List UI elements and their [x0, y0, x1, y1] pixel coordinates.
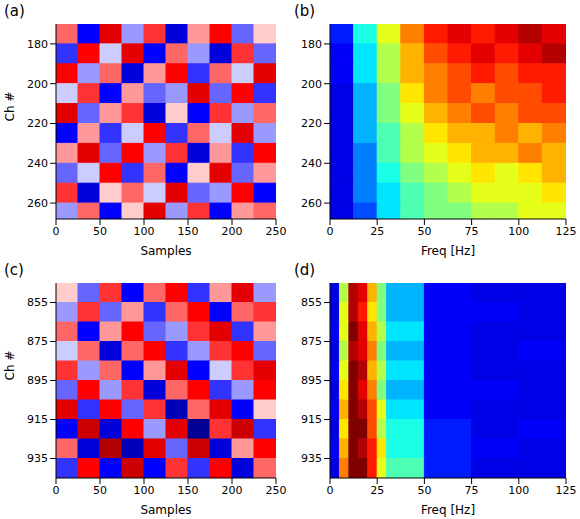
- svg-text:150: 150: [178, 484, 199, 497]
- svg-text:935: 935: [301, 452, 322, 465]
- svg-text:25: 25: [370, 225, 384, 238]
- svg-text:100: 100: [508, 484, 529, 497]
- svg-text:Ch #: Ch #: [3, 351, 17, 381]
- svg-text:75: 75: [465, 484, 479, 497]
- svg-text:875: 875: [27, 335, 48, 348]
- svg-text:50: 50: [417, 225, 431, 238]
- svg-text:Samples: Samples: [140, 503, 191, 517]
- svg-text:180: 180: [27, 38, 48, 51]
- svg-text:915: 915: [27, 413, 48, 426]
- svg-text:875: 875: [301, 335, 322, 348]
- svg-text:0: 0: [327, 225, 334, 238]
- svg-text:50: 50: [93, 484, 107, 497]
- svg-text:50: 50: [93, 225, 107, 238]
- svg-text:100: 100: [508, 225, 529, 238]
- svg-text:125: 125: [556, 484, 577, 497]
- svg-text:240: 240: [301, 157, 322, 170]
- svg-text:915: 915: [301, 413, 322, 426]
- svg-text:220: 220: [27, 117, 48, 130]
- svg-text:50: 50: [417, 484, 431, 497]
- svg-text:100: 100: [134, 225, 155, 238]
- svg-text:180: 180: [301, 38, 322, 51]
- svg-text:100: 100: [134, 484, 155, 497]
- svg-text:935: 935: [27, 452, 48, 465]
- svg-text:200: 200: [301, 78, 322, 91]
- svg-text:75: 75: [465, 225, 479, 238]
- svg-text:260: 260: [301, 197, 322, 210]
- svg-text:260: 260: [27, 197, 48, 210]
- svg-text:895: 895: [301, 374, 322, 387]
- svg-text:0: 0: [53, 225, 60, 238]
- html-text:(b): (b): [294, 2, 316, 20]
- svg-text:200: 200: [27, 78, 48, 91]
- svg-text:220: 220: [301, 117, 322, 130]
- svg-text:855: 855: [301, 296, 322, 309]
- svg-text:855: 855: [27, 296, 48, 309]
- svg-text:150: 150: [178, 225, 199, 238]
- svg-text:0: 0: [53, 484, 60, 497]
- html-text:(d): (d): [294, 261, 316, 279]
- svg-text:125: 125: [556, 225, 577, 238]
- svg-text:0: 0: [327, 484, 334, 497]
- svg-text:Samples: Samples: [140, 244, 191, 258]
- svg-text:200: 200: [222, 225, 243, 238]
- svg-text:240: 240: [27, 157, 48, 170]
- html-text:(c): (c): [4, 261, 24, 279]
- svg-text:Freq [Hz]: Freq [Hz]: [421, 503, 475, 517]
- svg-text:Freq [Hz]: Freq [Hz]: [421, 244, 475, 258]
- svg-text:250: 250: [266, 484, 287, 497]
- svg-text:25: 25: [370, 484, 384, 497]
- html-text:(a): (a): [4, 2, 25, 20]
- svg-text:250: 250: [266, 225, 287, 238]
- svg-text:895: 895: [27, 374, 48, 387]
- svg-text:Ch #: Ch #: [3, 92, 17, 122]
- svg-text:200: 200: [222, 484, 243, 497]
